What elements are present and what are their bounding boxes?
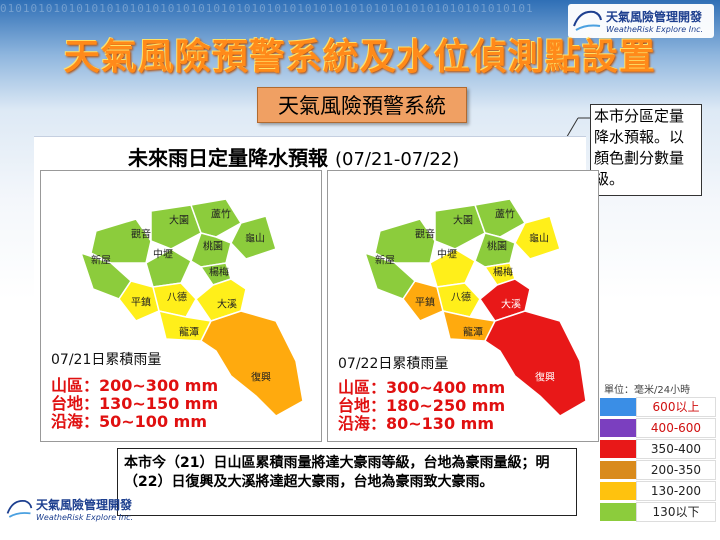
district-luzhu	[473, 198, 527, 238]
callout-note: 本市分區定量降水預報。以顏色劃分數量級。	[590, 104, 702, 196]
map1-label-longtan: 龍潭	[179, 327, 199, 339]
district-pingzhen	[436, 282, 481, 318]
map2-accum-mountain: 山區：300~400 mm	[338, 378, 506, 397]
panel-title-text: 未來雨日定量降水預報	[128, 146, 328, 170]
page-title: 天氣風險預警系統及水位偵測點設置	[63, 36, 656, 78]
map1-label-yangmei: 平鎮	[131, 297, 151, 309]
district-guishan	[230, 215, 277, 260]
legend-unit: 單位：毫米/24小時	[604, 385, 691, 396]
map2-label-guishan: 龜山	[529, 233, 549, 245]
map2-label-zhongli: 中壢	[437, 249, 457, 261]
map1-label-pingzhen: 八德	[167, 292, 187, 304]
legend-row: 600以上	[600, 397, 716, 417]
rainfall-legend: 600以上 400-600 350-400 200-350 130-200 13…	[600, 397, 716, 523]
map2-label-taoyuan: 桃園	[487, 241, 507, 253]
map2-label-dayuan: 大園	[453, 215, 473, 227]
map1-accum-coast: 沿海：50~100 mm	[51, 412, 207, 431]
map2-label-yangmei: 平鎮	[415, 297, 435, 309]
legend-swatch	[600, 503, 636, 521]
map1-label-dayuan: 大園	[169, 215, 189, 227]
panel-title-dates: (07/21-07/22)	[334, 149, 460, 170]
map2-label-xinwu: 新屋	[375, 255, 395, 267]
map2-label-longtan: 龍潭	[463, 327, 483, 339]
district-dayuan	[434, 204, 486, 250]
map2-label-fuxing: 復興	[535, 372, 555, 384]
legend-label: 400-600	[636, 418, 716, 438]
legend-label: 130-200	[636, 481, 716, 501]
legend-label: 600以上	[636, 397, 716, 417]
map1-label-daxi: 大溪	[217, 299, 237, 311]
logo-english-name: WeatheRisk Explore Inc.	[606, 25, 704, 34]
legend-swatch	[600, 440, 636, 458]
binary-pattern-background: 0101010101010101010101010101010101010101…	[0, 2, 534, 15]
map1-label-taoyuan: 桃園	[203, 241, 223, 253]
legend-label: 130以下	[636, 502, 716, 522]
legend-swatch	[600, 419, 636, 437]
map-0722: 觀音 大園 蘆竹 龜山 新屋 中壢 桃園 楊梅 平鎮 八德 大溪 龍潭 復興 0…	[327, 170, 599, 442]
map1-label-fuxing: 復興	[251, 372, 271, 384]
logo-english-name: WeatheRisk Explore Inc.	[36, 513, 134, 522]
forecast-summary: 本市今（21）日山區累積雨量將達大豪雨等級，台地為豪雨量級；明（22）日復興及大…	[117, 448, 577, 516]
legend-label: 200-350	[636, 460, 716, 480]
map2-label-bade: 楊梅	[493, 267, 513, 279]
map-0721: 觀音 大園 蘆竹 龜山 新屋 中壢 桃園 楊梅 平鎮 八德 大溪 龍潭 復興 0…	[40, 170, 322, 442]
district-fuxing	[484, 310, 587, 417]
legend-swatch	[600, 482, 636, 500]
district-zhongli	[145, 248, 192, 288]
map1-accum-tableland: 台地：130~150 mm	[51, 394, 219, 413]
map2-accum-title: 07/22日累積雨量	[338, 356, 449, 372]
logo-chinese-name: 天氣風險管理開發	[606, 10, 703, 24]
legend-row: 200-350	[600, 460, 716, 480]
map1-label-bade: 楊梅	[209, 267, 229, 279]
map1-label-zhongli: 中壢	[153, 249, 173, 261]
panel-title: 未來雨日定量降水預報 (07/21-07/22)	[128, 142, 459, 171]
section-title: 天氣風險預警系統	[257, 87, 467, 123]
map2-label-guanyin: 觀音	[415, 229, 435, 241]
legend-swatch	[600, 461, 636, 479]
district-guishan	[514, 215, 561, 260]
map1-label-luzhu: 蘆竹	[211, 209, 231, 221]
map1-label-guishan: 龜山	[245, 233, 265, 245]
legend-label: 350-400	[636, 439, 716, 459]
legend-row: 130-200	[600, 481, 716, 501]
map1-accum-mountain: 山區：200~300 mm	[51, 376, 219, 395]
legend-row: 130以下	[600, 502, 716, 522]
company-logo-top: 天氣風險管理開發 WeatheRisk Explore Inc.	[568, 4, 714, 38]
logo-chinese-name: 天氣風險管理開發	[36, 498, 133, 512]
district-pingzhen	[152, 282, 197, 318]
company-logo-bottom: 天氣風險管理開發 WeatheRisk Explore Inc.	[4, 492, 144, 526]
district-fuxing	[200, 310, 304, 417]
map2-accum-coast: 沿海：80~130 mm	[338, 414, 494, 433]
map1-label-xinwu: 新屋	[91, 255, 111, 267]
legend-swatch	[600, 398, 636, 416]
district-zhongli	[429, 248, 476, 288]
weather-risk-logo-icon	[4, 495, 34, 523]
map2-label-daxi: 大溪	[501, 299, 521, 311]
map1-accum-title: 07/21日累積雨量	[51, 352, 162, 368]
map2-label-pingzhen: 八德	[451, 292, 471, 304]
weather-risk-logo-icon	[570, 6, 604, 36]
legend-row: 400-600	[600, 418, 716, 438]
map1-label-guanyin: 觀音	[131, 229, 151, 241]
legend-row: 350-400	[600, 439, 716, 459]
district-luzhu	[189, 198, 243, 238]
map2-label-luzhu: 蘆竹	[495, 209, 515, 221]
map2-accum-tableland: 台地：180~250 mm	[338, 396, 506, 415]
district-dayuan	[150, 204, 202, 250]
